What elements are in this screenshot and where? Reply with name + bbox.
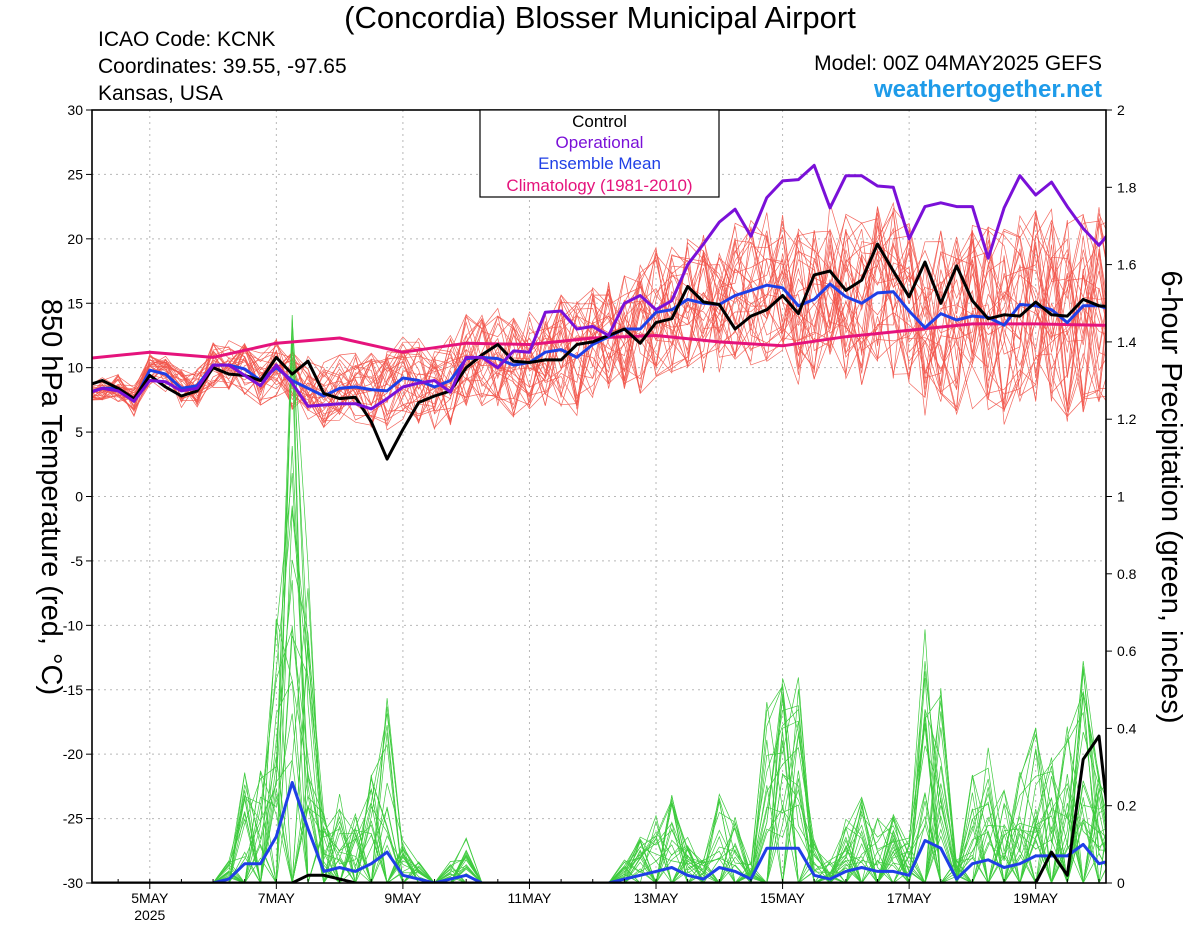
x-tick-label: 11MAY — [508, 890, 552, 906]
x-tick-label: 9MAY — [384, 890, 422, 906]
y2-tick-label: 1.6 — [1117, 257, 1137, 273]
x-tick-label: 5MAY — [131, 890, 169, 906]
y-tick-label: -25 — [63, 811, 83, 827]
y-tick-label: 5 — [75, 424, 83, 440]
legend-climatology: Climatology (1981-2010) — [506, 176, 692, 195]
y-tick-label: 10 — [67, 360, 83, 376]
precip-member-line — [92, 618, 1106, 883]
y2-tick-label: 2 — [1117, 102, 1125, 118]
y-tick-label: 25 — [67, 166, 83, 182]
y2-tick-label: 0.4 — [1117, 720, 1137, 736]
control-precip-line — [92, 734, 1106, 883]
y-tick-label: -15 — [63, 682, 83, 698]
y-tick-label: -20 — [63, 746, 83, 762]
precip-member-line — [92, 619, 1106, 883]
temp-member-line — [92, 209, 1106, 422]
precip-member-line — [92, 734, 1106, 883]
climatology-line — [92, 322, 1106, 360]
temp-member-line — [92, 220, 1106, 421]
x-tick-label: 13MAY — [634, 890, 680, 906]
x-tick-sublabel: 2025 — [134, 907, 165, 923]
y2-tick-label: 1.2 — [1117, 411, 1137, 427]
y-tick-label: 20 — [67, 231, 83, 247]
legend-operational: Operational — [556, 133, 644, 152]
y2-tick-label: 0.6 — [1117, 643, 1137, 659]
y-tick-label: -30 — [63, 875, 83, 891]
plot-frame — [91, 109, 1107, 884]
y2-tick-label: 1.8 — [1117, 179, 1137, 195]
precip-member-line — [92, 647, 1106, 883]
x-tick-label: 19MAY — [1013, 890, 1059, 906]
y2-tick-label: 0 — [1117, 875, 1125, 891]
precip-member-line — [92, 640, 1106, 883]
y2-tick-label: 1 — [1117, 489, 1125, 505]
temp-member-line — [92, 209, 1106, 428]
grid-lines — [92, 110, 1106, 883]
legend-ensemble-mean: Ensemble Mean — [538, 154, 661, 173]
y-axis-label: 850 hPa Temperature (red, °C) — [35, 299, 67, 695]
chart-title: (Concordia) Blosser Municipal Airport — [344, 0, 856, 35]
coordinates: Coordinates: 39.55, -97.65 — [98, 55, 347, 78]
x-tick-label: 15MAY — [760, 890, 806, 906]
precip-member-line — [92, 667, 1106, 883]
series-lines — [92, 163, 1106, 883]
precip-member-line — [92, 328, 1106, 883]
temp-member-line — [92, 215, 1106, 417]
y-tick-label: -5 — [71, 553, 84, 569]
y2-tick-label: 0.2 — [1117, 798, 1137, 814]
axes: 302520151050-5-10-15-20-25-3021.81.61.41… — [63, 102, 1137, 923]
legend-control: Control — [572, 112, 627, 131]
y-tick-label: 30 — [67, 102, 83, 118]
precip-member-line — [92, 635, 1106, 883]
ensemble-mean-precip-line — [92, 781, 1106, 883]
precip-member-line — [92, 679, 1106, 883]
location: Kansas, USA — [98, 82, 223, 105]
control-line — [92, 242, 1106, 461]
precip-member-line — [92, 770, 1106, 883]
temp-member-line — [92, 227, 1106, 426]
precip-member-line — [92, 588, 1106, 883]
legend: Control Operational Ensemble Mean Climat… — [479, 109, 720, 198]
precip-member-line — [92, 661, 1106, 883]
operational-line — [92, 163, 1106, 411]
temp-member-line — [92, 220, 1106, 429]
precip-member-line — [92, 691, 1106, 883]
temp-member-line — [92, 212, 1106, 415]
temp-member-line — [92, 230, 1106, 427]
y2-axis-label: 6-hour Precipitation (green, inches) — [1155, 271, 1187, 724]
x-tick-label: 7MAY — [258, 890, 296, 906]
precip-member-line — [92, 745, 1106, 883]
y2-tick-label: 0.8 — [1117, 566, 1137, 582]
precip-member-line — [92, 314, 1106, 883]
x-tick-label: 17MAY — [887, 890, 933, 906]
y-tick-label: 0 — [75, 489, 83, 505]
icao-code: ICAO Code: KCNK — [98, 28, 276, 51]
y-tick-label: 15 — [67, 295, 83, 311]
precip-member-line — [92, 767, 1106, 883]
website-link[interactable]: weathertogether.net — [873, 76, 1102, 103]
precip-member-line — [92, 505, 1106, 883]
model-run: Model: 00Z 04MAY2025 GEFS — [814, 52, 1102, 75]
precip-member-line — [92, 360, 1106, 883]
ensemble-members — [92, 201, 1106, 883]
precip-member-line — [92, 710, 1106, 883]
y-tick-label: -10 — [63, 617, 83, 633]
y2-tick-label: 1.4 — [1117, 334, 1137, 350]
